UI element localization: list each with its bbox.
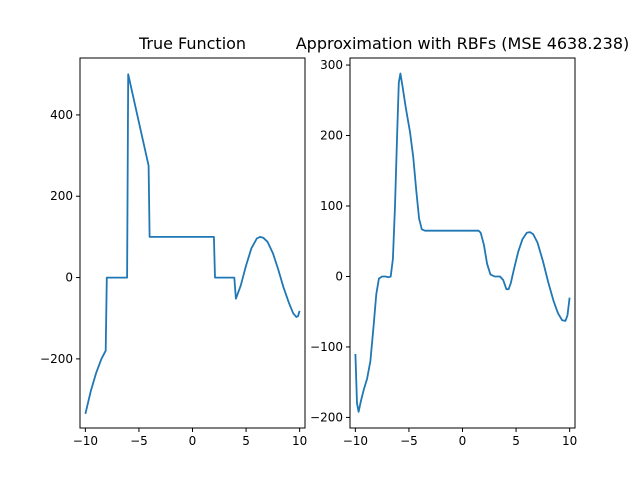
y-tick-label: 200 xyxy=(50,189,73,203)
x-tick-label: 0 xyxy=(189,434,197,448)
plot-frame xyxy=(79,57,306,429)
y-tick-label: −200 xyxy=(40,352,73,366)
x-tick-label: −10 xyxy=(343,434,368,448)
y-tick-label: −100 xyxy=(310,340,343,354)
y-tick-label: −200 xyxy=(310,410,343,424)
x-tick-label: −5 xyxy=(400,434,418,448)
series-line xyxy=(354,72,571,413)
y-tick-label: 0 xyxy=(65,271,73,285)
x-tick-label: 5 xyxy=(242,434,250,448)
chart-title: Approximation with RBFs (MSE 4638.238) xyxy=(296,34,630,53)
chart-title: True Function xyxy=(138,34,246,53)
x-tick-label: 10 xyxy=(562,434,577,448)
y-tick-label: 200 xyxy=(320,129,343,143)
x-tick-label: 5 xyxy=(512,434,520,448)
y-tick-label: 100 xyxy=(320,199,343,213)
y-tick-label: 400 xyxy=(50,108,73,122)
x-tick-label: 10 xyxy=(292,434,307,448)
plot-frame xyxy=(349,57,576,429)
y-tick-label: 300 xyxy=(320,58,343,72)
x-tick-label: −10 xyxy=(73,434,98,448)
x-tick-label: 0 xyxy=(459,434,467,448)
y-tick-label: 0 xyxy=(335,269,343,283)
chart-rbf-approximation: Approximation with RBFs (MSE 4638.238) −… xyxy=(296,34,630,448)
series-line xyxy=(84,73,301,415)
x-tick-label: −5 xyxy=(130,434,148,448)
chart-true-function: True Function −10 −5 0 5 10 −200 0 200 400 xyxy=(40,34,307,448)
